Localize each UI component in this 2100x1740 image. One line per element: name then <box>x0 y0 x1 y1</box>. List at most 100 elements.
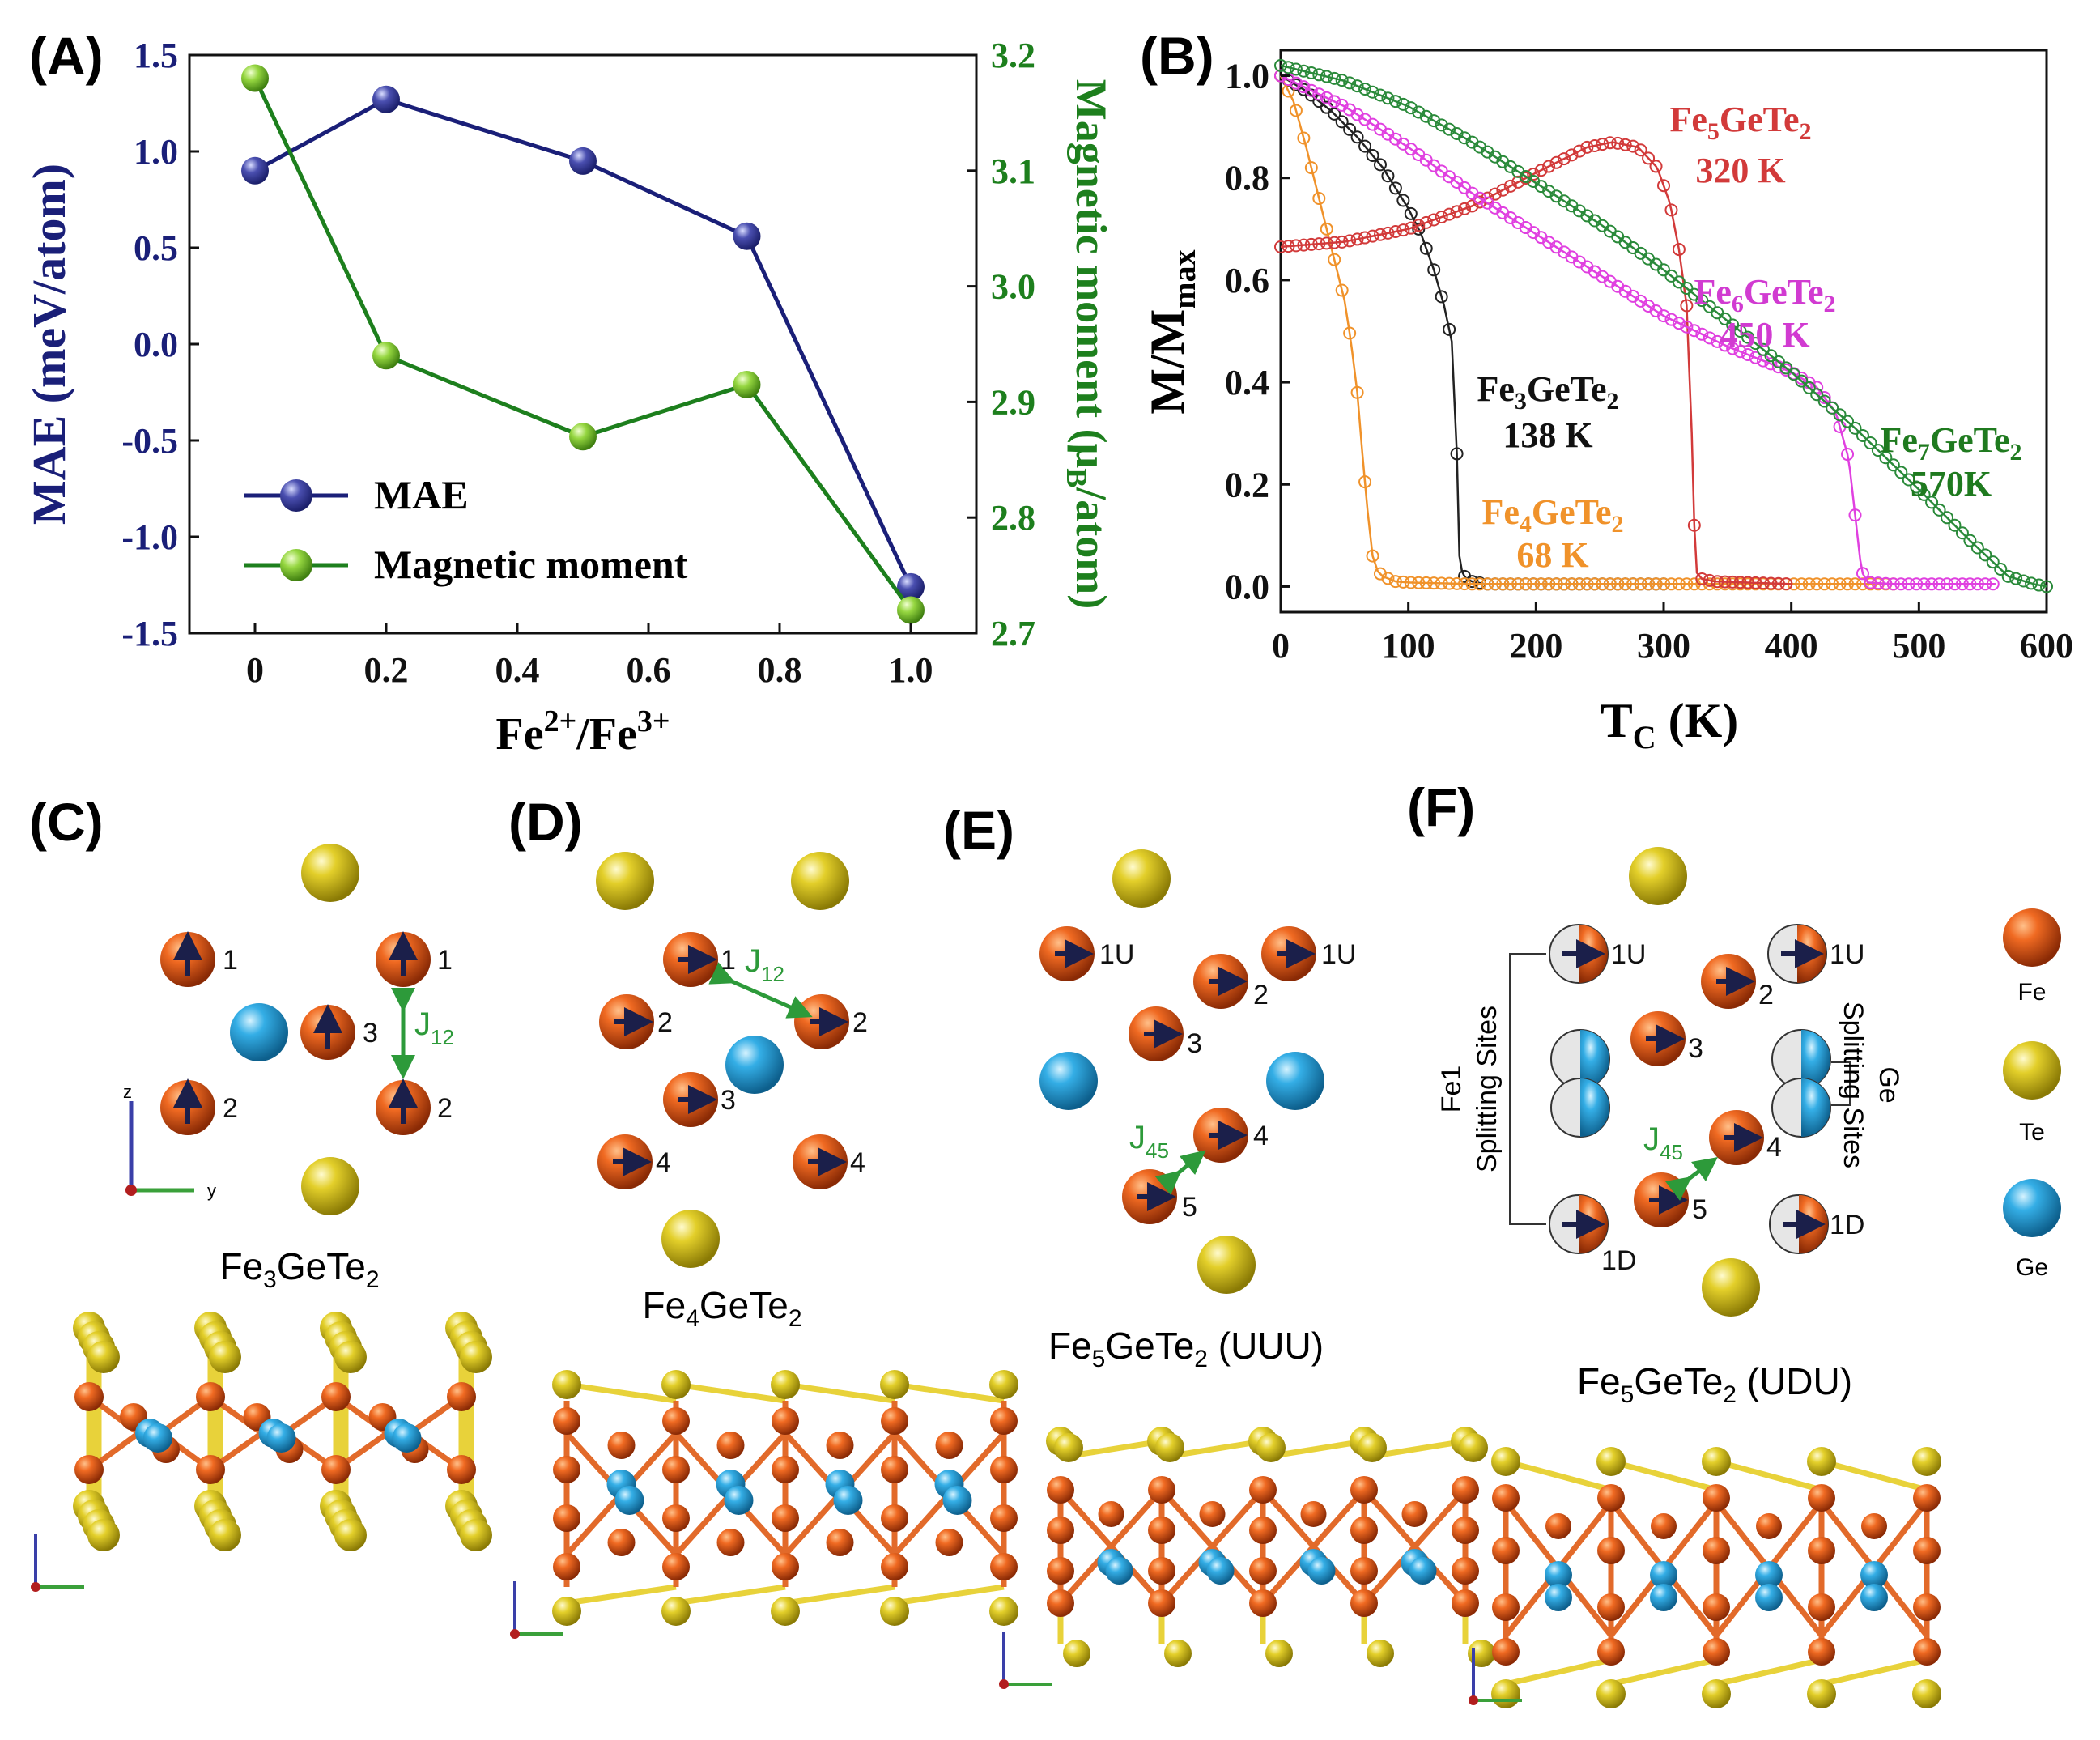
te-atom <box>1702 1447 1731 1476</box>
data-point-Fe7GeTe2 <box>1779 361 1793 375</box>
data-point-Fe5GeTe2 <box>1726 575 1740 589</box>
data-point-Fe7GeTe2 <box>1304 66 1318 80</box>
data-point-Fe4GeTe2 <box>1511 577 1525 591</box>
y-tick-label: 0.6 <box>1225 261 1269 300</box>
te-atom <box>1912 1447 1941 1476</box>
fe-atom <box>1808 1537 1835 1564</box>
split-fe-site <box>1769 1194 1829 1254</box>
fe-atom <box>1249 1476 1277 1504</box>
fe-atom <box>607 1432 636 1459</box>
data-point-Fe5GeTe2 <box>1297 238 1311 252</box>
te-atom <box>596 852 654 910</box>
panel-f-diagram: J45 Fe1 Splitting Sites Ge Splitting Sit… <box>1436 847 1904 1408</box>
data-point-Fe4GeTe2 <box>1826 577 1839 591</box>
ge-atom <box>1266 1052 1324 1110</box>
fe-atom <box>1249 1517 1277 1544</box>
data-point-Fe7GeTe2 <box>1879 451 1893 465</box>
te-atom <box>1807 1679 1836 1708</box>
data-point-Fe5GeTe2 <box>1703 573 1716 587</box>
data-point-Fe4GeTe2 <box>1412 576 1426 589</box>
data-point-Fe5GeTe2 <box>1558 152 1571 166</box>
bond <box>894 1584 1005 1606</box>
y-tick-label: -1.0 <box>121 517 178 557</box>
fe-atom <box>1148 1557 1175 1585</box>
x-tick-label: 400 <box>1765 626 1818 666</box>
data-point-Fe4GeTe2 <box>1328 253 1341 266</box>
data-point-Fe7GeTe2 <box>2017 574 2030 588</box>
fe-atom <box>662 1407 690 1435</box>
bond <box>1610 1657 1717 1687</box>
site-label: 4 <box>1766 1132 1782 1163</box>
legend-ge-atom <box>2003 1179 2061 1237</box>
te-atom <box>1702 1679 1731 1708</box>
data-point-Fe7GeTe2 <box>1802 381 1816 394</box>
formula-c: Fe3GeTe2 <box>219 1245 379 1293</box>
data-point-Fe6GeTe2 <box>1910 577 1924 591</box>
annot-fe4-tc: 68 K <box>1516 535 1588 575</box>
data-point-Fe4GeTe2 <box>1289 104 1303 117</box>
data-point-Fe5GeTe2 <box>1572 144 1586 158</box>
x-axis <box>31 1582 40 1592</box>
plot-a-y2label: Magnetic moment (μB/atom) <box>1061 79 1116 609</box>
data-point-Fe5GeTe2 <box>1366 229 1379 243</box>
data-point-Fe6GeTe2 <box>1871 576 1885 590</box>
coupling-label: J12 <box>414 1006 454 1049</box>
te-atom <box>87 1341 120 1373</box>
site-label: 2 <box>852 1007 868 1038</box>
data-point-Fe5GeTe2 <box>1756 576 1770 590</box>
formula-e: Fe5GeTe2 (UUU) <box>1048 1325 1324 1372</box>
data-point-Fe6GeTe2 <box>1810 381 1824 394</box>
data-point-Fe6GeTe2 <box>1848 508 1862 522</box>
data-point-Fe4GeTe2 <box>1358 475 1372 489</box>
split-fe-site <box>1767 924 1827 984</box>
data-point-Fe5GeTe2 <box>1412 219 1426 232</box>
site-label: 5 <box>1692 1194 1707 1225</box>
data-point-Fe5GeTe2 <box>1450 205 1464 219</box>
ge-atom <box>614 1486 644 1515</box>
data-point-Fe3GeTe2 <box>1412 222 1426 236</box>
fe-atom <box>321 1382 351 1411</box>
data-point-Fe7GeTe2 <box>1458 131 1472 145</box>
data-point-Fe6GeTe2 <box>1749 351 1762 364</box>
fe-atom <box>772 1553 799 1580</box>
panel-f-label: (F) <box>1407 777 1475 837</box>
y-tick-label: 1.0 <box>1225 57 1269 96</box>
fe-atom <box>935 1432 963 1459</box>
data-point-Fe3GeTe2 <box>1381 169 1395 183</box>
data-point-Fe4GeTe2 <box>1350 385 1364 399</box>
panel-e-label: (E) <box>943 800 1014 860</box>
ge-bracket <box>1831 1061 1851 1106</box>
data-point-magnetic-moment <box>897 596 925 624</box>
te-atom <box>1912 1679 1941 1708</box>
y2-tick-label: 3.1 <box>991 151 1035 191</box>
data-point-magnetic-moment <box>372 342 400 370</box>
site-label: 1U <box>1830 939 1864 970</box>
data-point-Fe7GeTe2 <box>1419 109 1433 123</box>
data-point-Fe6GeTe2 <box>1879 576 1893 590</box>
data-point-Fe6GeTe2 <box>1886 577 1900 591</box>
data-point-Fe7GeTe2 <box>1274 58 1287 72</box>
ge-atom <box>1755 1584 1783 1611</box>
site-label: 2 <box>223 1093 238 1124</box>
data-point-mae <box>372 85 400 113</box>
panel-d-diagram: J12 1 2 2 3 4 4 Fe4GeTe2 <box>596 852 868 1332</box>
ge-atom <box>1755 1561 1783 1589</box>
fe1-label: Fe1 <box>1436 1066 1467 1113</box>
data-point-Fe7GeTe2 <box>1373 88 1387 102</box>
legend-te-atom <box>2003 1041 2061 1100</box>
y-tick-label: -0.5 <box>121 421 178 461</box>
data-point-Fe4GeTe2 <box>1435 576 1448 590</box>
data-point-Fe7GeTe2 <box>2001 569 2015 583</box>
ge-atom <box>725 1036 784 1094</box>
te-atom <box>989 1370 1018 1399</box>
fe-atom <box>826 1529 854 1556</box>
data-point-magnetic-moment <box>733 370 761 398</box>
data-point-Fe5GeTe2 <box>1435 211 1448 224</box>
x-tick-label: 0 <box>1272 626 1290 666</box>
data-point-Fe7GeTe2 <box>1917 487 1931 501</box>
data-point-Fe4GeTe2 <box>1588 577 1601 591</box>
te-atom <box>661 1210 720 1268</box>
te-atom <box>552 1597 581 1626</box>
annot-fe6-tc: 450 K <box>1720 315 1809 355</box>
axis-label-z: z <box>123 1082 132 1102</box>
